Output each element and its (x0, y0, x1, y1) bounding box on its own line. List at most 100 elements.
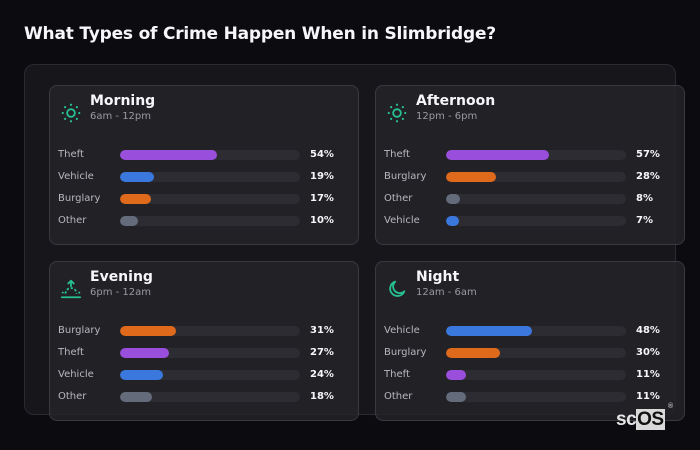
bar-label: Other (384, 391, 413, 402)
bar-label: Other (58, 391, 87, 402)
bar-row: Theft 54% (58, 148, 358, 162)
bar-track (120, 150, 300, 160)
bar-value: 7% (636, 215, 653, 226)
sunset-icon (60, 279, 82, 299)
scos-logo: scOS ® (616, 403, 673, 431)
bar-row: Vehicle 48% (384, 324, 684, 338)
page-title: What Types of Crime Happen When in Slimb… (24, 24, 496, 44)
bar-row: Theft 57% (384, 148, 684, 162)
bar-track (120, 392, 300, 402)
card-time-range: 12am - 6am (416, 287, 477, 298)
bar-fill (446, 370, 466, 380)
bar-row: Burglary 28% (384, 170, 684, 184)
bar-track (446, 172, 626, 182)
bar-label: Burglary (384, 347, 427, 358)
sun-icon (61, 103, 81, 123)
bar-row: Vehicle 24% (58, 368, 358, 382)
bar-fill (120, 392, 153, 402)
bar-track (120, 326, 300, 336)
bar-fill (120, 348, 169, 358)
bar-track (446, 370, 626, 380)
bar-value: 28% (636, 171, 660, 182)
bar-value: 57% (636, 149, 660, 160)
logo-text-os: OS (636, 409, 665, 430)
bar-value: 27% (310, 347, 334, 358)
bar-row: Other 8% (384, 192, 684, 206)
bar-row: Burglary 17% (58, 192, 358, 206)
bar-track (446, 392, 626, 402)
card-morning: Morning 6am - 12pm Theft 54% Vehicle 19% Bur… (49, 85, 359, 245)
bar-label: Theft (58, 149, 84, 160)
bar-track (120, 172, 300, 182)
bar-fill (446, 216, 459, 226)
bar-value: 17% (310, 193, 334, 204)
bar-value: 19% (310, 171, 334, 182)
card-time-range: 6am - 12pm (90, 111, 152, 122)
card-title: Afternoon (416, 93, 496, 109)
bar-fill (120, 326, 176, 336)
registered-mark: ® (668, 403, 673, 410)
bar-label: Burglary (384, 171, 427, 182)
bar-fill (446, 150, 549, 160)
bar-row: Theft 27% (58, 346, 358, 360)
bar-track (120, 348, 300, 358)
card-time-range: 12pm - 6pm (416, 111, 478, 122)
bar-fill (120, 370, 164, 380)
bar-track (446, 194, 626, 204)
bar-label: Vehicle (384, 325, 420, 336)
bar-label: Other (384, 193, 413, 204)
card-title: Evening (90, 269, 153, 285)
bar-track (446, 150, 626, 160)
bar-track (446, 348, 626, 358)
card-evening: Evening 6pm - 12am Burglary 31% Theft 27% Ve… (49, 261, 359, 421)
bar-label: Burglary (58, 325, 101, 336)
bar-value: 48% (636, 325, 660, 336)
bar-track (120, 194, 300, 204)
bar-label: Theft (384, 149, 410, 160)
bar-track (120, 216, 300, 226)
bar-value: 8% (636, 193, 653, 204)
bar-fill (446, 392, 466, 402)
bar-row: Burglary 30% (384, 346, 684, 360)
bar-row: Burglary 31% (58, 324, 358, 338)
bar-label: Other (58, 215, 87, 226)
bar-track (120, 370, 300, 380)
bar-track (446, 326, 626, 336)
bar-value: 11% (636, 369, 660, 380)
bar-label: Vehicle (58, 369, 94, 380)
bar-row: Vehicle 19% (58, 170, 358, 184)
bar-fill (446, 194, 461, 204)
card-night: Night 12am - 6am Vehicle 48% Burglary 30% Th… (375, 261, 685, 421)
bar-label: Vehicle (58, 171, 94, 182)
bar-value: 54% (310, 149, 334, 160)
bar-row: Vehicle 7% (384, 214, 684, 228)
bar-value: 30% (636, 347, 660, 358)
bar-row: Other 11% (384, 390, 684, 404)
bar-row: Other 18% (58, 390, 358, 404)
bar-label: Theft (58, 347, 84, 358)
bar-value: 31% (310, 325, 334, 336)
card-afternoon: Afternoon 12pm - 6pm Theft 57% Burglary 28%… (375, 85, 685, 245)
bar-fill (446, 348, 500, 358)
bar-label: Burglary (58, 193, 101, 204)
bar-row: Other 10% (58, 214, 358, 228)
bar-fill (120, 194, 151, 204)
bar-row: Theft 11% (384, 368, 684, 382)
card-time-range: 6pm - 12am (90, 287, 152, 298)
sun-icon (387, 103, 407, 123)
bar-fill (120, 150, 218, 160)
card-title: Night (416, 269, 460, 285)
bar-value: 10% (310, 215, 334, 226)
bar-label: Theft (384, 369, 410, 380)
bar-track (446, 216, 626, 226)
bar-fill (446, 172, 497, 182)
bar-fill (120, 172, 155, 182)
bar-value: 11% (636, 391, 660, 402)
logo-text-sc: sc (616, 409, 637, 430)
card-title: Morning (90, 93, 156, 109)
bar-fill (446, 326, 533, 336)
bar-value: 24% (310, 369, 334, 380)
bar-label: Vehicle (384, 215, 420, 226)
moon-icon (389, 280, 406, 297)
bar-value: 18% (310, 391, 334, 402)
